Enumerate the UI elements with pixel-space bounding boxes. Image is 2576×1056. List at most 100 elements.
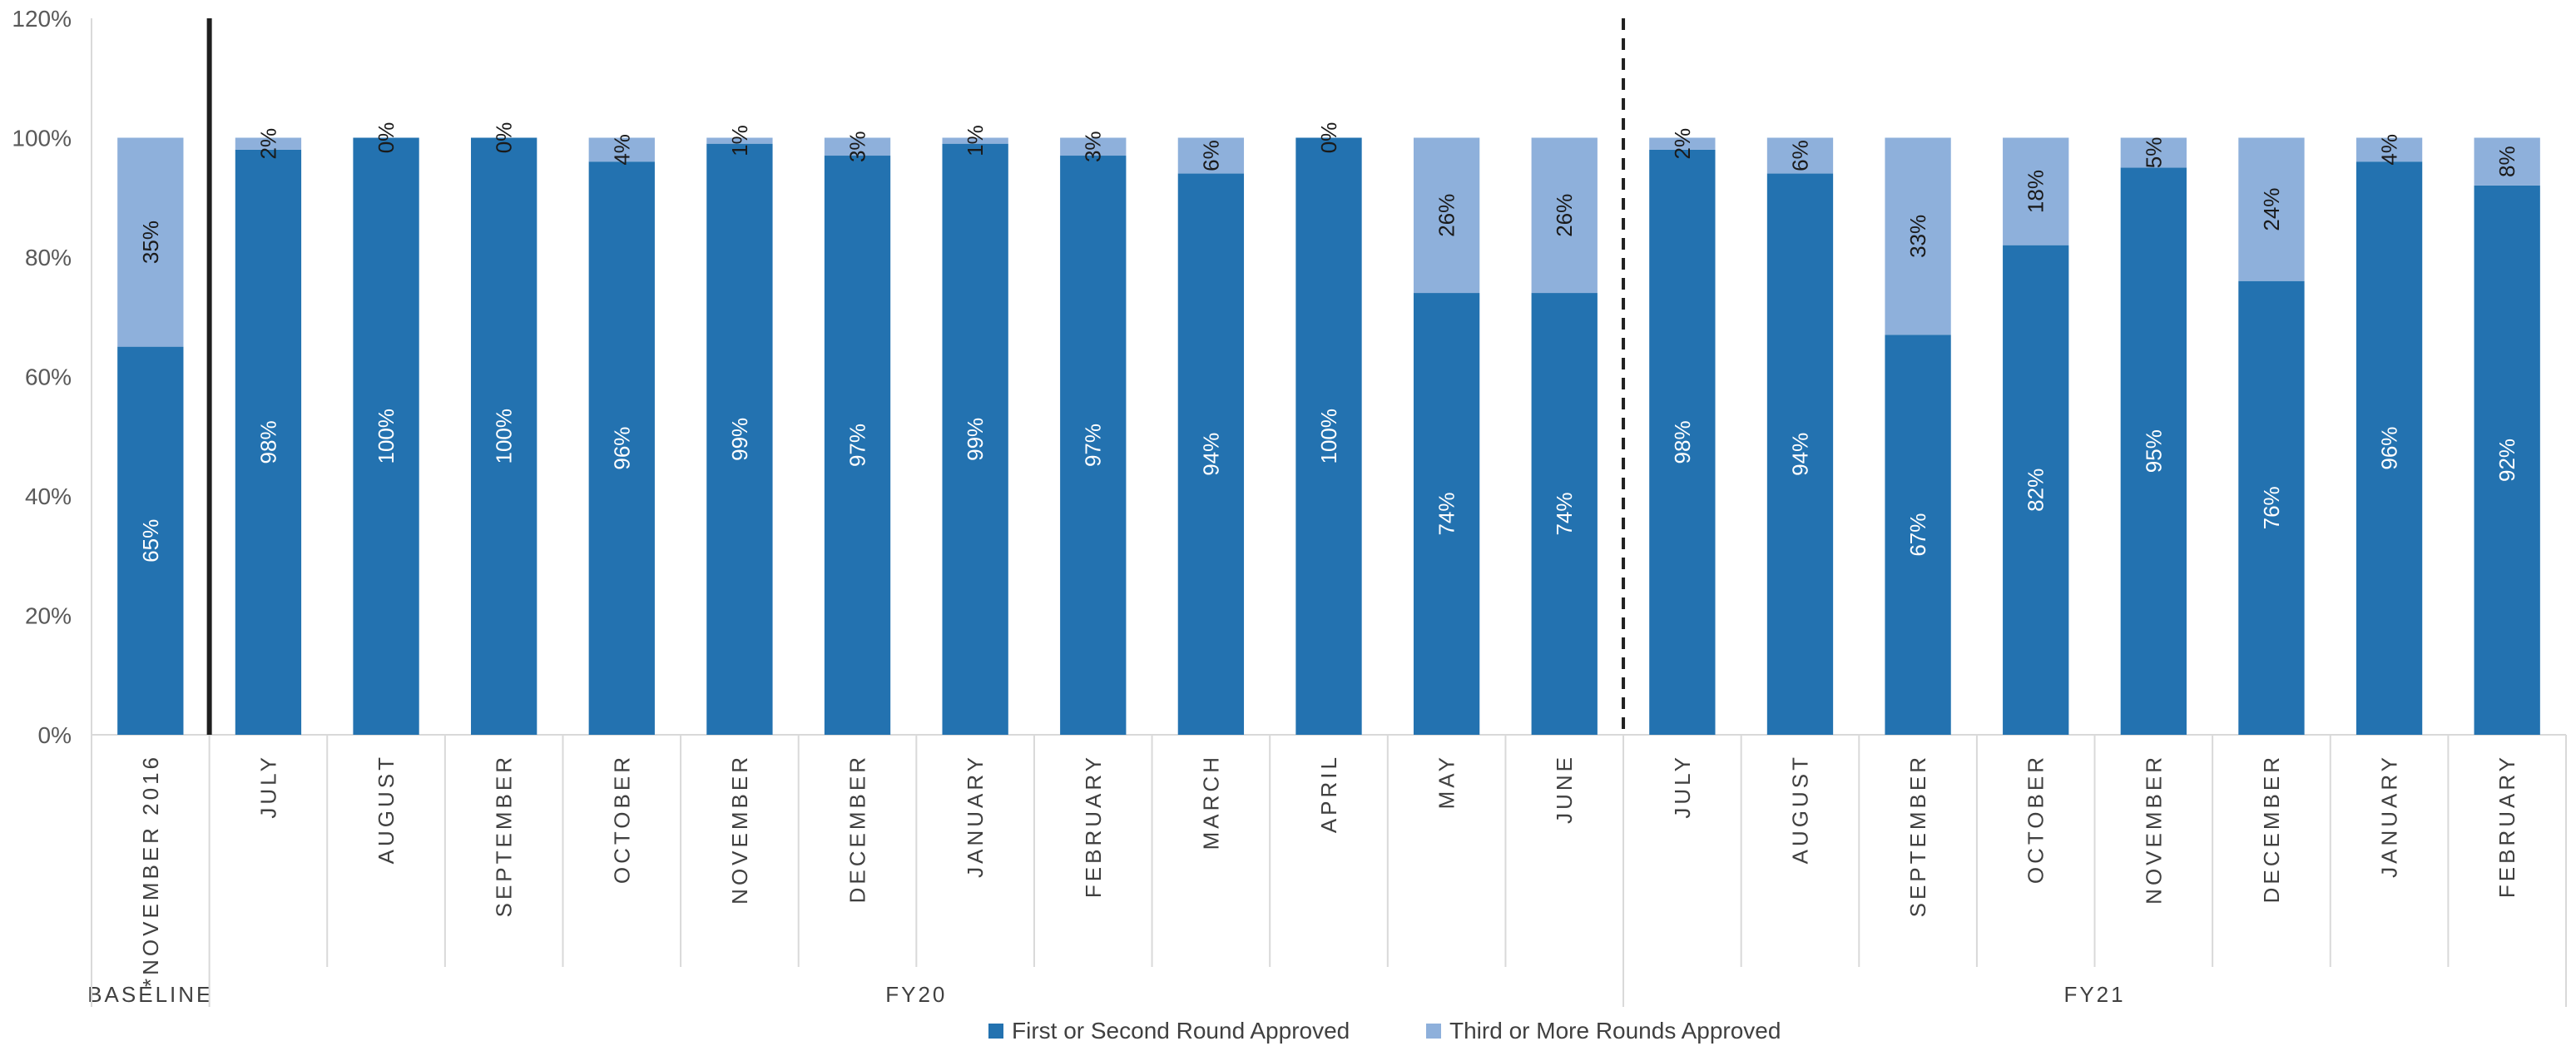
bar-first-second-round [1295, 137, 1362, 735]
data-label-third-or-more: 2% [1670, 128, 1695, 160]
data-label-first-second: 94% [1198, 433, 1223, 476]
x-category-label: DECEMBER [2259, 754, 2284, 903]
x-category-label: JANUARY [963, 754, 988, 878]
data-label-third-or-more: 8% [2494, 146, 2519, 177]
bar-third-or-more-rounds [1060, 137, 1127, 156]
bar-third-or-more-rounds [706, 137, 773, 144]
bar-first-second-round [2356, 161, 2423, 735]
chart-bars [117, 137, 2540, 736]
chart-legend: First or Second Round Approved Third or M… [988, 1018, 1781, 1044]
legend-swatch-third-or-more [1426, 1024, 1441, 1039]
x-category-label: JUNE [1552, 754, 1577, 824]
data-label-third-or-more: 1% [727, 125, 752, 156]
legend-label-first-second: First or Second Round Approved [1012, 1018, 1350, 1044]
bar-third-or-more-rounds [942, 137, 1008, 144]
data-label-first-second: 96% [609, 427, 634, 470]
data-label-third-or-more: 1% [963, 125, 988, 156]
bar-first-second-round [942, 143, 1008, 736]
y-tick-label: 40% [25, 483, 72, 509]
data-label-third-or-more: 0% [1316, 122, 1341, 154]
bar-third-or-more-rounds [2356, 137, 2423, 162]
data-label-first-second: 97% [845, 424, 870, 467]
bar-first-second-round [1413, 293, 1480, 735]
bar-third-or-more-rounds [117, 137, 184, 347]
chart-data-labels: 65% 35% 98% 2% 100% 0% 100% 0% 96% 4% 99% 1% 97% 3% 99… [138, 122, 2519, 563]
bar-first-second-round [2238, 280, 2305, 735]
data-label-third-or-more: 26% [1552, 194, 1577, 237]
x-category-label: FEBRUARY [1081, 754, 1106, 898]
legend-swatch-first-second [988, 1024, 1003, 1039]
bar-third-or-more-rounds [2003, 137, 2069, 245]
bar-first-second-round [824, 156, 891, 735]
x-category-label: OCTOBER [609, 754, 634, 884]
bar-first-second-round [1060, 156, 1127, 735]
x-category-label: JANUARY [2377, 754, 2402, 878]
data-label-first-second: 100% [1316, 409, 1341, 464]
data-label-third-or-more: 4% [609, 134, 634, 166]
data-label-first-second: 94% [1787, 433, 1812, 476]
data-label-third-or-more: 0% [492, 122, 517, 154]
bar-third-or-more-rounds [1766, 137, 1834, 174]
x-axis-groups: BASELINE FY20 FY21 [87, 735, 2567, 1007]
bar-first-second-round [2003, 245, 2069, 735]
bar-first-second-round [2120, 167, 2187, 735]
bar-first-second-round [1531, 293, 1598, 735]
bar-third-or-more-rounds [1885, 137, 1951, 335]
x-group-label: FY20 [885, 982, 947, 1007]
bar-first-second-round [117, 346, 184, 735]
bar-first-second-round [706, 143, 773, 736]
data-label-first-second: 100% [492, 409, 517, 464]
x-category-label: SEPTEMBER [1905, 754, 1930, 917]
legend-label-third-or-more: Third or More Rounds Approved [1449, 1018, 1781, 1044]
data-label-first-second: 95% [2141, 429, 2166, 473]
bar-first-second-round [1885, 335, 1951, 735]
x-category-label: APRIL [1316, 754, 1341, 833]
x-category-label: AUGUST [1787, 754, 1812, 864]
bar-third-or-more-rounds [2238, 137, 2305, 281]
bar-first-second-round [1649, 149, 1716, 736]
data-label-first-second: 96% [2377, 427, 2402, 470]
bar-third-or-more-rounds [235, 137, 302, 150]
x-axis-categories: *NOVEMBER 2016 JULY AUGUST SEPTEMBER OCTOBER… [138, 754, 2519, 987]
data-label-first-second: 97% [1081, 424, 1106, 467]
x-group-label: FY21 [2063, 982, 2125, 1007]
data-label-third-or-more: 35% [138, 221, 163, 264]
bar-first-second-round [235, 149, 302, 736]
x-category-label: NOVEMBER [2141, 754, 2166, 905]
data-label-first-second: 99% [727, 418, 752, 461]
bar-first-second-round [353, 137, 419, 735]
bar-third-or-more-rounds [824, 137, 891, 156]
data-label-first-second: 82% [2024, 469, 2048, 512]
x-category-label: JULY [1670, 754, 1695, 819]
data-label-first-second: 74% [1552, 493, 1577, 536]
bar-first-second-round [2474, 185, 2540, 735]
data-label-third-or-more: 24% [2259, 188, 2284, 231]
x-category-label: MAY [1434, 754, 1459, 809]
bar-third-or-more-rounds [588, 137, 655, 162]
data-label-third-or-more: 33% [1905, 215, 1930, 258]
y-tick-label: 80% [25, 245, 72, 270]
bar-first-second-round [588, 161, 655, 735]
data-label-third-or-more: 4% [2377, 134, 2402, 166]
data-label-first-second: 76% [2259, 486, 2284, 529]
data-label-third-or-more: 26% [1434, 194, 1459, 237]
data-label-first-second: 98% [255, 420, 280, 464]
bar-third-or-more-rounds [1531, 137, 1598, 294]
data-label-third-or-more: 5% [2141, 137, 2166, 169]
x-category-label: SEPTEMBER [492, 754, 517, 917]
x-category-label: *NOVEMBER 2016 [138, 754, 163, 987]
data-label-first-second: 67% [1905, 513, 1930, 557]
x-category-label: FEBRUARY [2494, 754, 2519, 898]
x-category-label: DECEMBER [845, 754, 870, 903]
data-label-third-or-more: 0% [374, 122, 399, 154]
data-label-first-second: 74% [1434, 493, 1459, 536]
data-label-third-or-more: 6% [1787, 140, 1812, 171]
bar-first-second-round [1766, 173, 1834, 736]
x-group-label: BASELINE [87, 982, 213, 1007]
y-tick-label: 20% [25, 603, 72, 629]
data-label-first-second: 98% [1670, 420, 1695, 464]
data-label-third-or-more: 3% [845, 131, 870, 162]
bar-first-second-round [1177, 173, 1245, 736]
bar-first-second-round [471, 137, 537, 735]
